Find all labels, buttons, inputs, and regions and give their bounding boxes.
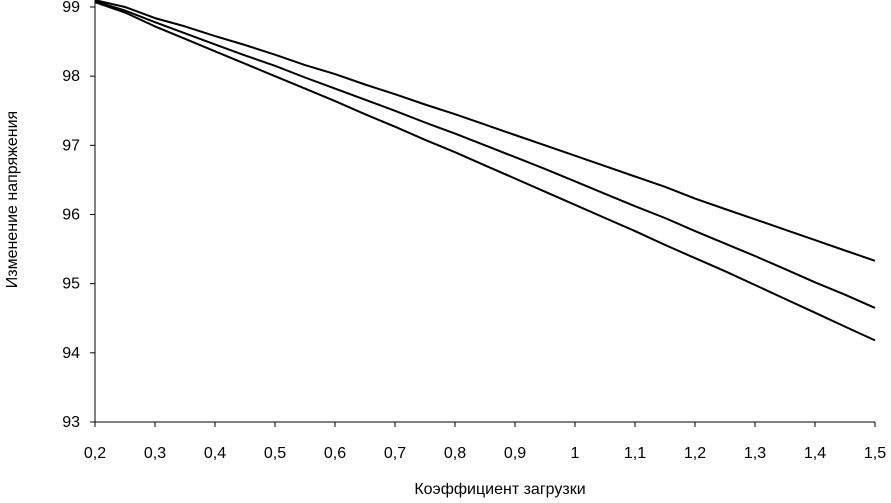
x-tick-label: 0,3 <box>144 445 166 462</box>
y-tick-label: 99 <box>62 0 80 16</box>
x-tick-label: 0,6 <box>324 445 346 462</box>
x-tick-label: 1 <box>571 445 580 462</box>
x-tick-label: 0,2 <box>84 445 106 462</box>
y-tick-label: 94 <box>62 345 80 362</box>
y-axis-title: Изменение напряжения <box>4 111 21 288</box>
series-lines <box>94 0 876 342</box>
x-tick-label: 0,9 <box>504 445 526 462</box>
y-tick-label: 96 <box>62 207 80 224</box>
series-line-2 <box>94 0 876 309</box>
x-tick-label: 1,2 <box>684 445 706 462</box>
x-tick-label: 0,7 <box>384 445 406 462</box>
series-line-1 <box>94 0 876 262</box>
x-tick-label: 1,3 <box>744 445 766 462</box>
axes <box>90 0 876 427</box>
x-tick-label: 1,5 <box>864 445 886 462</box>
series-line-3 <box>94 1 876 342</box>
y-tick-label: 98 <box>62 68 80 85</box>
x-tick-label: 0,4 <box>204 445 226 462</box>
tick-labels: 93 94 95 96 97 98 99 0,2 0,3 0,4 0,5 0,6 0,7 0,8 0,9 1 1… <box>62 0 886 462</box>
y-tick-label: 95 <box>62 276 80 293</box>
x-tick-label: 1,1 <box>624 445 646 462</box>
x-axis-title: Коэффициент загрузки <box>414 481 585 498</box>
x-tick-label: 0,5 <box>264 445 286 462</box>
x-tick-label: 1,4 <box>804 445 826 462</box>
x-tick-label: 0,8 <box>444 445 466 462</box>
y-tick-label: 93 <box>62 414 80 431</box>
y-tick-label: 97 <box>62 137 80 154</box>
